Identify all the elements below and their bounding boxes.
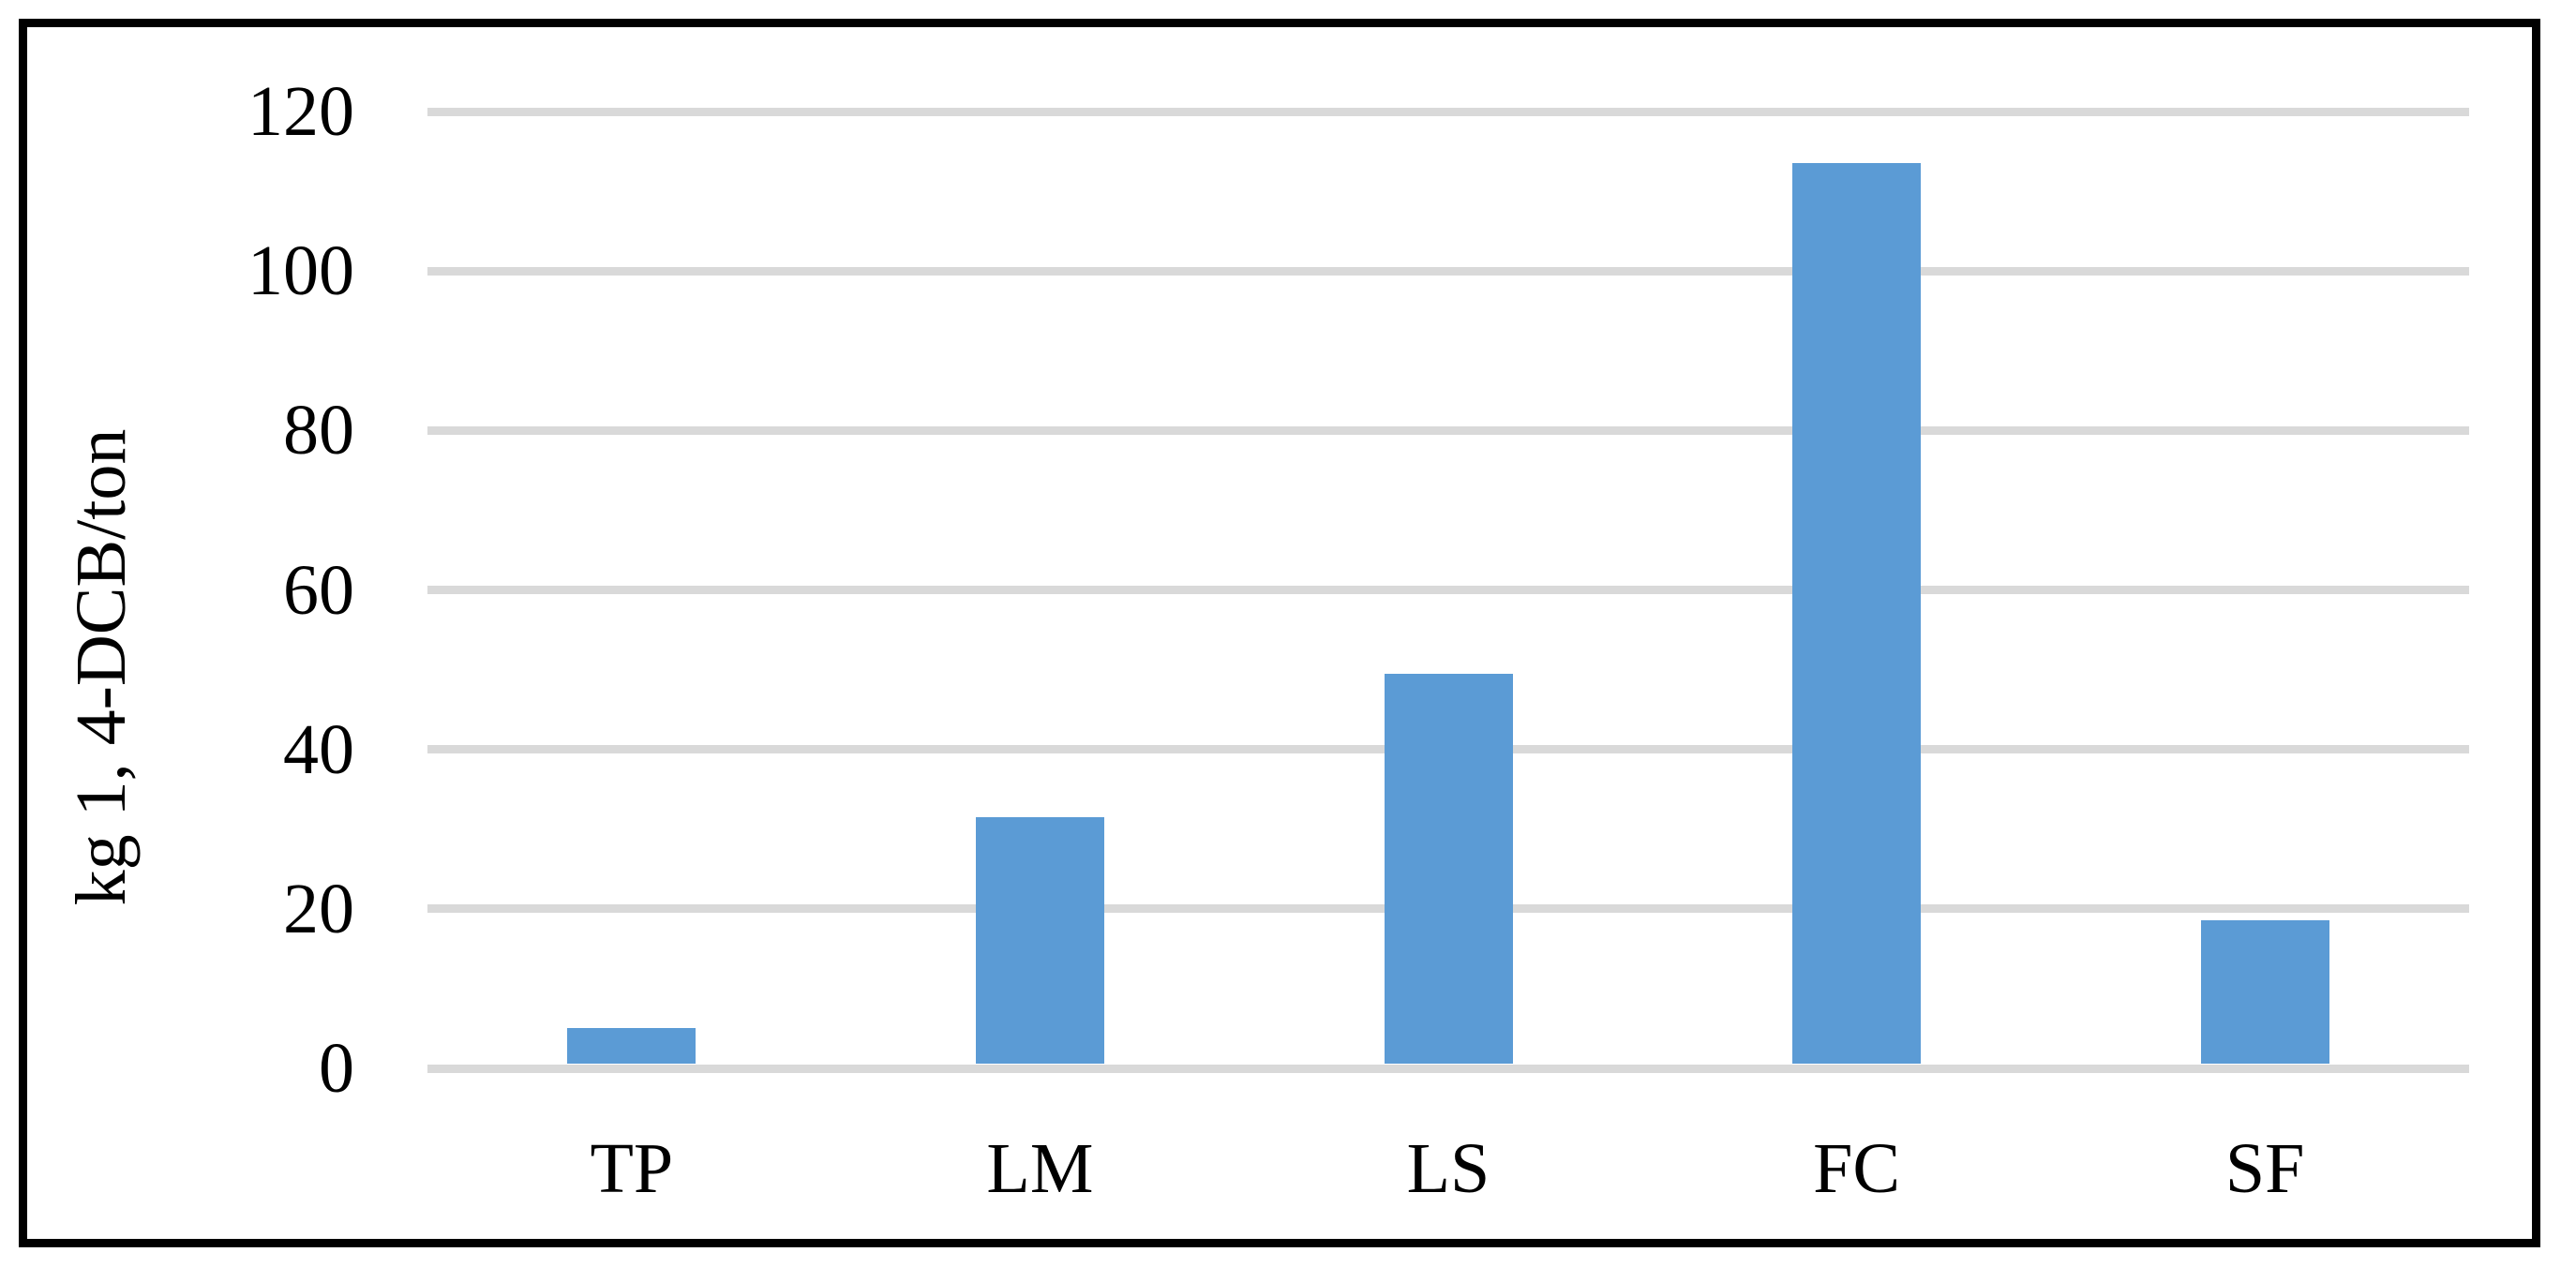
y-tick-label-40: 40 bbox=[283, 709, 354, 789]
gridline-y-60 bbox=[427, 586, 2469, 594]
y-tick-label-80: 80 bbox=[283, 391, 354, 470]
bar-TP bbox=[567, 1028, 696, 1065]
x-category-label-SF: SF bbox=[2224, 1129, 2305, 1208]
y-tick-label-60: 60 bbox=[283, 550, 354, 630]
bar-SF bbox=[2200, 920, 2329, 1065]
gridline-y-0 bbox=[427, 1064, 2469, 1073]
x-category-label-FC: FC bbox=[1813, 1129, 1901, 1208]
bar-LM bbox=[975, 816, 1104, 1065]
y-tick-label-20: 20 bbox=[283, 869, 354, 948]
chart-outer-border bbox=[19, 19, 2540, 1247]
x-category-label-LM: LM bbox=[986, 1129, 1094, 1208]
y-tick-label-100: 100 bbox=[247, 231, 354, 311]
bar-FC bbox=[1792, 163, 1922, 1065]
y-axis-title: kg 1, 4-DCB/ton bbox=[62, 428, 141, 906]
gridline-y-120 bbox=[427, 107, 2469, 116]
gridline-y-80 bbox=[427, 425, 2469, 435]
y-tick-label-0: 0 bbox=[319, 1029, 354, 1108]
gridline-y-100 bbox=[427, 266, 2469, 276]
x-category-label-LS: LS bbox=[1406, 1129, 1490, 1208]
bar-LS bbox=[1384, 673, 1513, 1065]
y-tick-label-120: 120 bbox=[247, 72, 354, 151]
x-category-label-TP: TP bbox=[590, 1129, 674, 1208]
